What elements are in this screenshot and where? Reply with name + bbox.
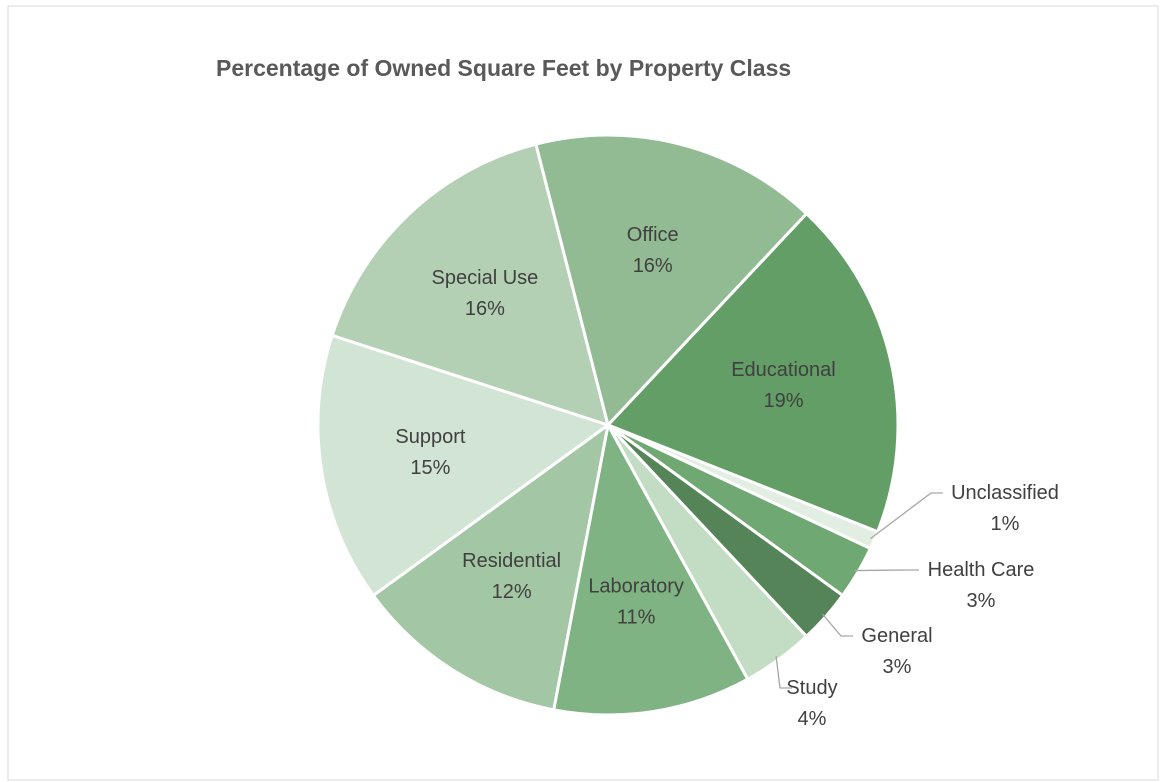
category-label: Support <box>395 426 465 448</box>
category-label: Special Use <box>432 267 539 289</box>
value-label: 11% <box>617 607 656 629</box>
data-label: Special Use 16% <box>432 267 539 320</box>
value-label: 16% <box>465 298 505 320</box>
category-label: Study <box>786 677 837 699</box>
value-label: 12% <box>492 581 532 603</box>
category-label: General <box>861 625 932 647</box>
pie-slice <box>371 421 611 712</box>
data-label: Educational 19% <box>731 359 836 412</box>
category-label: Residential <box>462 550 561 572</box>
data-label: Laboratory 11% <box>588 576 684 629</box>
value-label: 4% <box>798 708 827 730</box>
value-label: 1% <box>991 513 1020 535</box>
pie-slice <box>534 133 809 429</box>
pie-slice <box>551 420 750 717</box>
category-label: Educational <box>731 359 836 381</box>
chart-title: Percentage of Owned Square Feet by Prope… <box>216 55 791 81</box>
value-label: 16% <box>633 255 673 277</box>
leader-line <box>822 613 853 637</box>
category-label: Office <box>627 224 679 246</box>
value-label: 15% <box>410 457 450 479</box>
data-label: General 3% <box>861 625 932 678</box>
leader-line <box>775 656 792 689</box>
value-label: 19% <box>763 390 803 412</box>
leader-line <box>854 569 919 572</box>
pie-slice <box>330 142 611 428</box>
data-label: Office 16% <box>627 224 679 277</box>
value-label: 3% <box>967 590 996 612</box>
category-label: Health Care <box>928 559 1035 581</box>
data-label: Unclassified 1% <box>951 482 1059 535</box>
category-label: Laboratory <box>588 576 684 598</box>
data-label: Study 4% <box>786 677 837 730</box>
data-label: Support 15% <box>395 426 465 479</box>
pie-slice <box>316 333 612 598</box>
leader-line <box>870 492 943 540</box>
value-label: 3% <box>883 656 912 678</box>
data-label: Residential 12% <box>462 550 561 603</box>
data-label: Health Care 3% <box>928 559 1035 612</box>
category-label: Unclassified <box>951 482 1059 504</box>
